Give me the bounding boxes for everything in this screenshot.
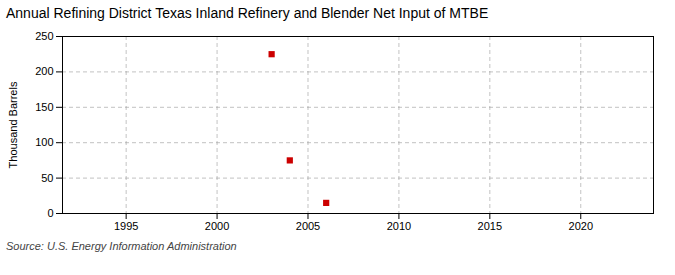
- svg-text:2010: 2010: [387, 220, 411, 232]
- svg-text:150: 150: [35, 101, 53, 113]
- svg-text:2005: 2005: [296, 220, 320, 232]
- svg-text:0: 0: [47, 207, 53, 219]
- svg-text:2000: 2000: [205, 220, 229, 232]
- svg-text:2020: 2020: [569, 220, 593, 232]
- svg-text:100: 100: [35, 136, 53, 148]
- html-text:Source: U.S. Energy Informatio: Source: U.S. Energy Information Administ…: [6, 240, 237, 252]
- svg-text:1995: 1995: [114, 220, 138, 232]
- html-text:Annual Refining District Texas: Annual Refining District Texas Inland Re…: [6, 5, 489, 21]
- svg-text:250: 250: [35, 30, 53, 42]
- svg-text:Thousand Barrels: Thousand Barrels: [7, 81, 19, 168]
- svg-text:200: 200: [35, 65, 53, 77]
- svg-text:50: 50: [41, 172, 53, 184]
- svg-text:2015: 2015: [478, 220, 502, 232]
